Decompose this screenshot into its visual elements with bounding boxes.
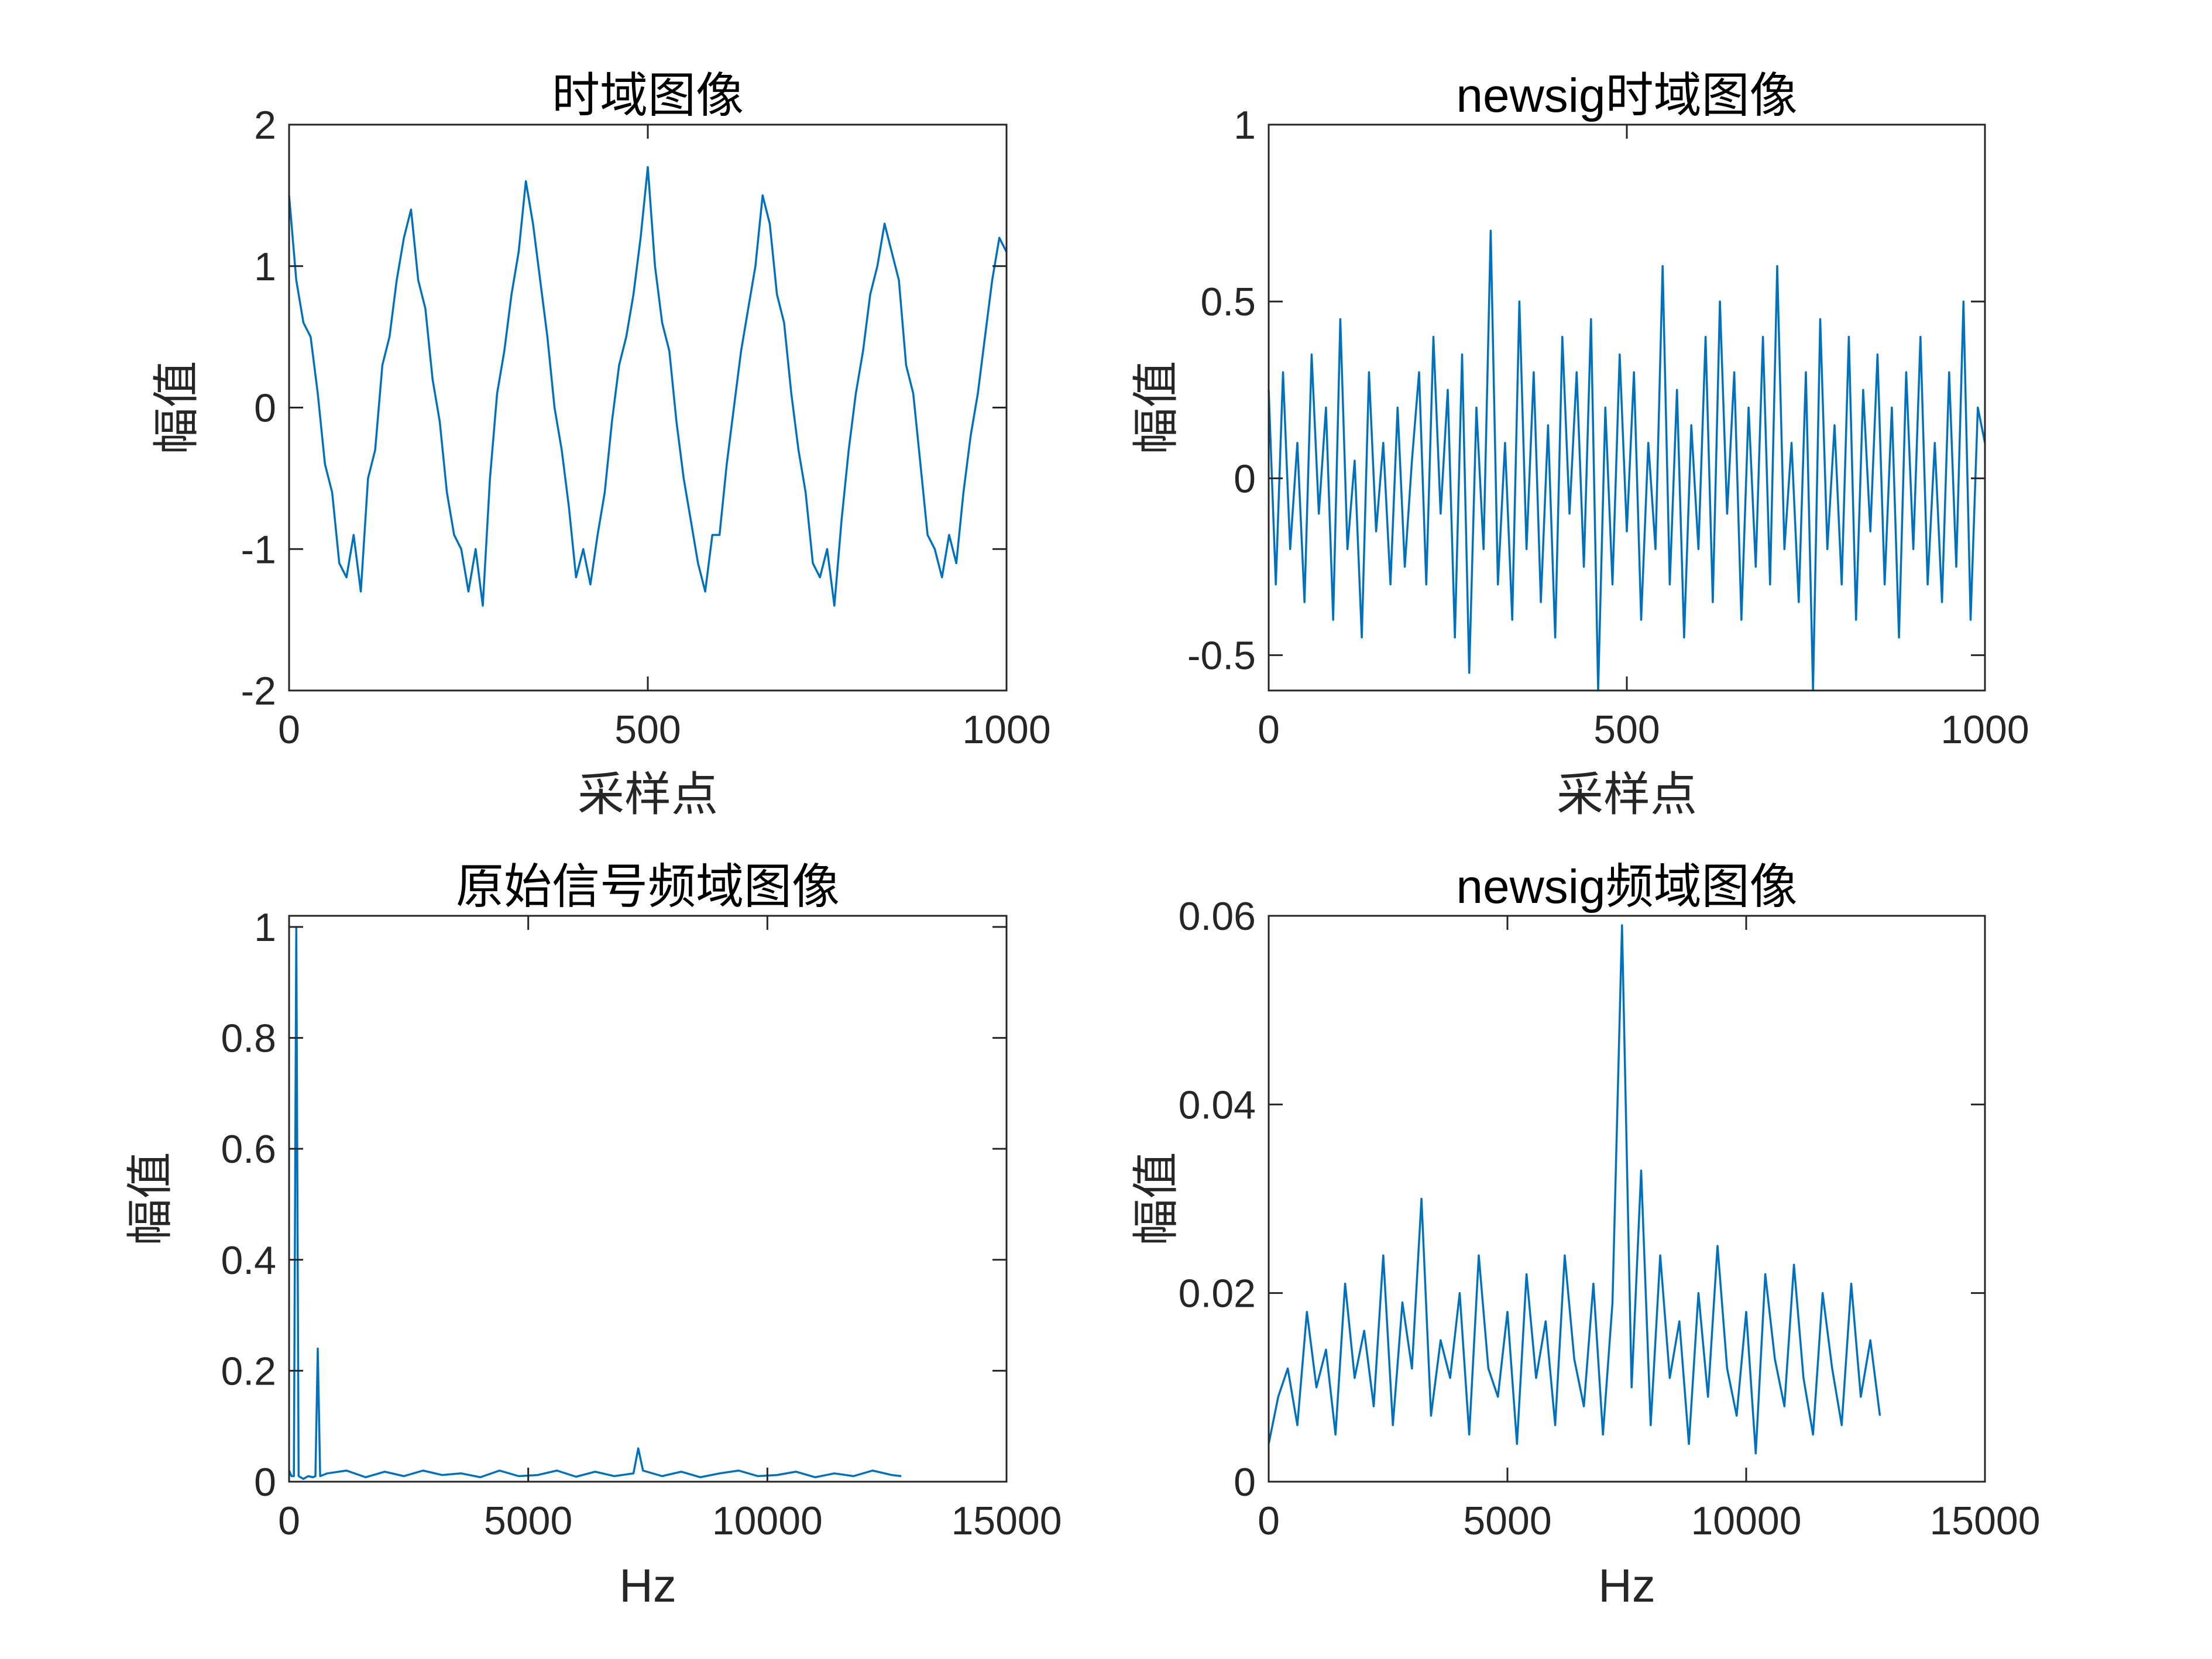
y-tick-label: 0.5 (1200, 280, 1256, 324)
plot-area (289, 916, 1007, 1482)
x-axis-label: 采样点 (1557, 768, 1697, 820)
x-tick-label: 500 (614, 707, 681, 752)
axes-box (288, 915, 1008, 1483)
x-tick-label: 1000 (1940, 707, 2029, 752)
x-tick-label: 5000 (484, 1499, 572, 1543)
data-line (1268, 229, 1986, 692)
x-axis-label: 采样点 (578, 768, 718, 820)
x-tick-label: 10000 (1691, 1499, 1801, 1543)
y-tick-label: 1 (254, 905, 276, 950)
y-tick-label: 0 (1234, 456, 1256, 501)
plot-area (289, 125, 1007, 691)
x-tick-label: 10000 (712, 1499, 823, 1543)
y-tick-label: 0.2 (221, 1349, 276, 1393)
x-tick-label: 1000 (962, 707, 1050, 752)
y-tick-label: 0.02 (1179, 1272, 1256, 1316)
y-tick-label: 0.04 (1179, 1083, 1256, 1127)
y-axis-label: 幅值 (124, 1152, 176, 1246)
x-axis-label: Hz (619, 1560, 676, 1612)
y-tick-label: -1 (241, 527, 276, 572)
x-tick-label: 0 (278, 707, 300, 752)
axes-box (1268, 915, 1986, 1483)
x-tick-label: 15000 (951, 1499, 1062, 1543)
y-tick-label: 2 (254, 103, 276, 147)
y-tick-label: 0.4 (221, 1238, 276, 1283)
chart-title: newsig时域图像 (1456, 69, 1797, 122)
y-tick-label: -2 (241, 669, 276, 713)
x-tick-label: 15000 (1929, 1499, 2040, 1543)
plot-area (1269, 125, 1985, 691)
y-tick-label: -0.5 (1187, 634, 1256, 678)
y-tick-label: 0 (1234, 1460, 1256, 1505)
x-axis-label: Hz (1598, 1560, 1655, 1612)
data-line (288, 166, 1008, 607)
y-axis-label: 幅值 (1130, 1152, 1182, 1246)
x-tick-label: 5000 (1463, 1499, 1551, 1543)
x-tick-label: 0 (1258, 1499, 1280, 1543)
data-line (1268, 924, 1881, 1455)
y-axis-label: 幅值 (150, 361, 202, 455)
y-tick-label: 1 (1234, 103, 1256, 147)
x-tick-label: 500 (1593, 707, 1660, 752)
y-tick-label: 0.06 (1179, 894, 1256, 939)
x-tick-label: 0 (1258, 707, 1280, 752)
y-tick-label: 0 (254, 386, 276, 431)
y-tick-label: 0.6 (221, 1127, 276, 1172)
chart-title: newsig频域图像 (1456, 860, 1797, 913)
chart-title: 原始信号频域图像 (456, 860, 840, 913)
x-tick-label: 0 (278, 1499, 300, 1543)
y-axis-label: 幅值 (1130, 361, 1182, 455)
y-tick-label: 1 (254, 245, 276, 289)
y-tick-label: 0 (254, 1460, 276, 1505)
y-tick-label: 0.8 (221, 1016, 276, 1061)
chart-title: 时域图像 (552, 69, 744, 122)
